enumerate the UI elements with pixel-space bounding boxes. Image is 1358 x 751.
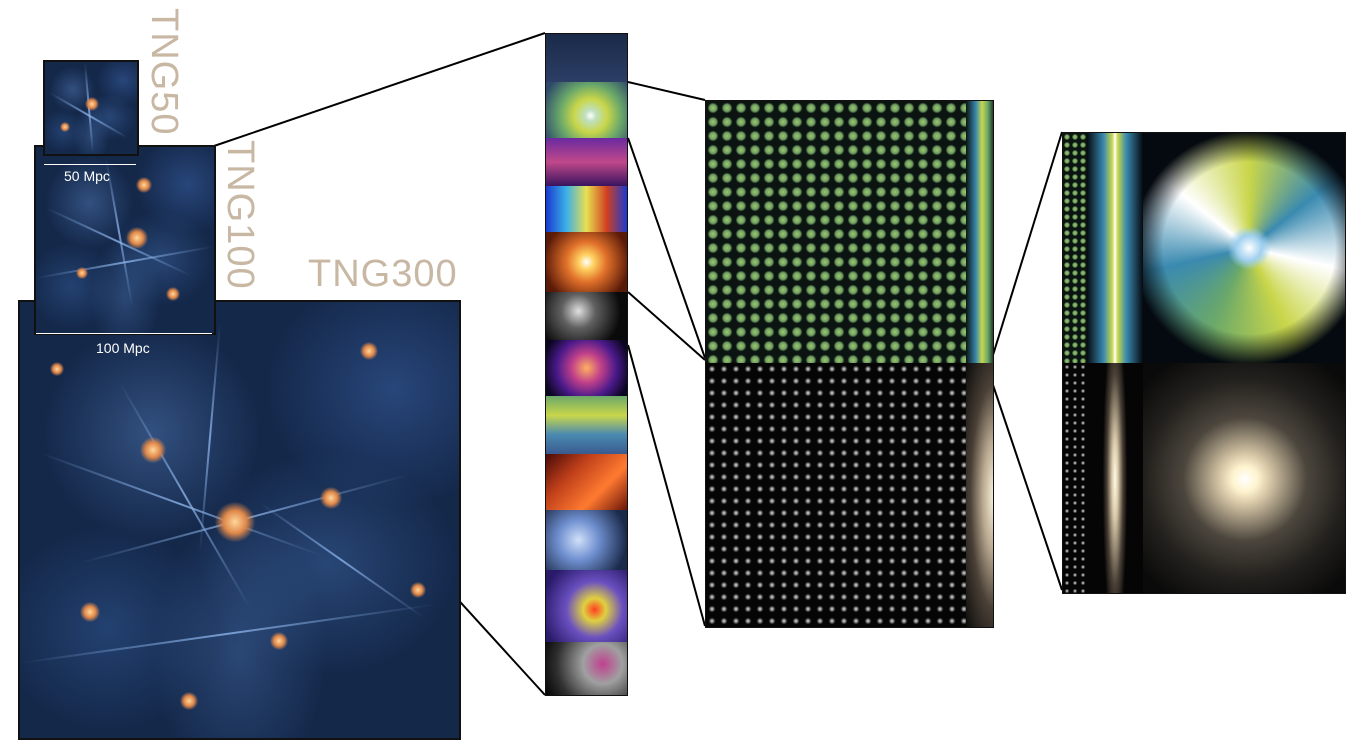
scale-bar-50mpc	[44, 164, 136, 165]
tng100-label: TNG100	[219, 140, 261, 290]
gas-edge-on-view	[1087, 133, 1143, 363]
gas-edge-on-galaxy	[966, 101, 993, 363]
stellar-edge-on-galaxy	[966, 363, 993, 627]
tng300-volume-image	[18, 300, 461, 740]
strip-gas-density	[546, 82, 627, 138]
stellar-galaxies-grid	[706, 363, 966, 627]
strip-metallicity	[546, 232, 627, 292]
strip-shocks	[546, 454, 627, 510]
strip-dust	[546, 642, 627, 695]
strip-entropy	[546, 396, 627, 454]
strip-temperature	[546, 138, 627, 186]
scale-label-50mpc: 50 Mpc	[64, 168, 110, 184]
field-maps-strip	[545, 33, 628, 696]
scale-bar-100mpc	[36, 333, 212, 334]
gas-column-strip	[1063, 133, 1087, 363]
strip-velocity	[546, 186, 627, 232]
stellar-column-strip	[1063, 363, 1087, 593]
strip-vorticity	[546, 510, 627, 570]
scale-label-100mpc: 100 Mpc	[96, 340, 150, 356]
strip-magnetic-field	[546, 340, 627, 396]
stellar-face-on-spiral	[1143, 363, 1345, 593]
tng50-label: TNG50	[143, 8, 185, 136]
gas-face-on-spiral	[1143, 133, 1345, 363]
strip-xray	[546, 292, 627, 340]
strip-stellar-mass	[546, 570, 627, 642]
galaxy-population-grid	[705, 100, 994, 628]
stellar-edge-on-view	[1087, 363, 1143, 593]
tng300-label: TNG300	[308, 253, 458, 295]
strip-dark-matter	[546, 34, 627, 82]
tng100-volume-image	[34, 145, 216, 335]
tng50-volume-image	[43, 60, 139, 156]
single-galaxy-panel	[1062, 132, 1346, 594]
gas-galaxies-grid	[706, 101, 966, 363]
